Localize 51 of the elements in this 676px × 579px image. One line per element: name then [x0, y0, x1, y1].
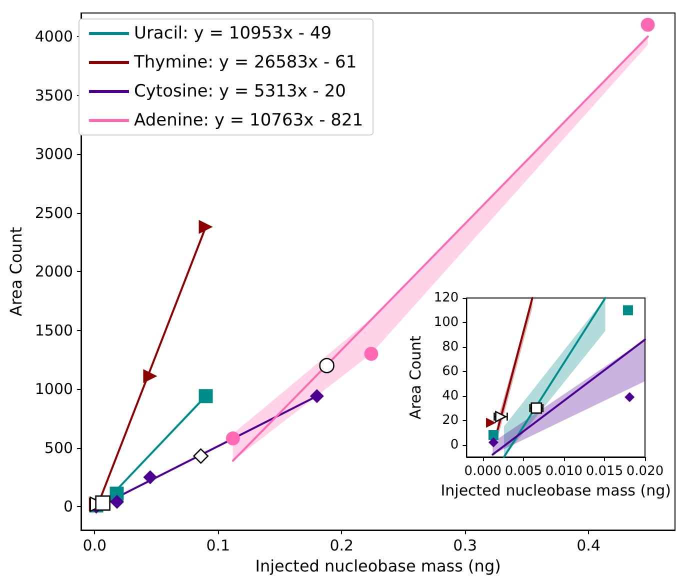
point — [193, 448, 208, 464]
x-tick-label: 0.0 — [82, 536, 107, 555]
point — [319, 358, 334, 374]
point — [488, 430, 498, 440]
y-tick-label: 100 — [434, 314, 459, 330]
x-tick-label: 0.020 — [626, 464, 664, 479]
x-axis-title: Injected nucleobase mass (ng) — [255, 556, 501, 576]
point — [110, 494, 124, 509]
y-axis-title: Area Count — [6, 226, 26, 316]
y-tick-label: 2000 — [34, 262, 74, 281]
x-tick-label: 0.1 — [206, 536, 230, 555]
y-tick-label: 1500 — [34, 321, 74, 340]
y-axis-title: Area Count — [406, 335, 424, 420]
point — [143, 369, 158, 384]
point — [624, 392, 635, 402]
x-tick-label: 0.015 — [586, 464, 624, 479]
y-tick-label: 500 — [44, 438, 74, 457]
point — [364, 346, 378, 361]
point — [488, 437, 498, 448]
point — [622, 305, 633, 316]
y-tick-label: 0 — [64, 498, 74, 516]
y-tick-label: 20 — [442, 412, 459, 428]
point — [640, 18, 655, 32]
y-tick-label: 1000 — [34, 380, 74, 398]
legend-label: Uracil: y = 10953x - 49 — [134, 24, 332, 44]
y-tick-label: 120 — [434, 290, 459, 306]
x-tick-label: 0.2 — [330, 536, 354, 555]
point — [310, 389, 324, 404]
y-tick-label: 3500 — [34, 86, 74, 104]
y-tick-label: 0 — [450, 437, 459, 452]
point — [486, 418, 496, 428]
point — [198, 389, 213, 404]
y-tick-label: 4000 — [34, 28, 74, 46]
x-tick-label: 0.4 — [576, 536, 600, 555]
y-tick-label: 80 — [442, 339, 459, 354]
x-tick-label: 0.010 — [545, 464, 583, 479]
legend-label: Adenine: y = 10763x - 821 — [134, 110, 364, 130]
y-tick-label: 60 — [442, 364, 459, 379]
legend-label: Thymine: y = 26583x - 61 — [133, 52, 357, 72]
point — [95, 495, 110, 511]
point — [226, 431, 240, 446]
x-tick-label: 0.3 — [453, 536, 478, 555]
y-tick-label: 2500 — [34, 204, 74, 222]
y-tick-label: 40 — [442, 388, 459, 404]
x-tick-label: 0.000 — [464, 464, 502, 479]
y-tick-label: 3000 — [34, 145, 74, 164]
legend-label: Cytosine: y = 5313x - 20 — [134, 82, 346, 102]
x-tick-label: 0.005 — [504, 464, 542, 479]
point — [198, 220, 213, 234]
x-axis-title: Injected nucleobase mass (ng) — [440, 481, 671, 500]
point — [143, 470, 158, 484]
